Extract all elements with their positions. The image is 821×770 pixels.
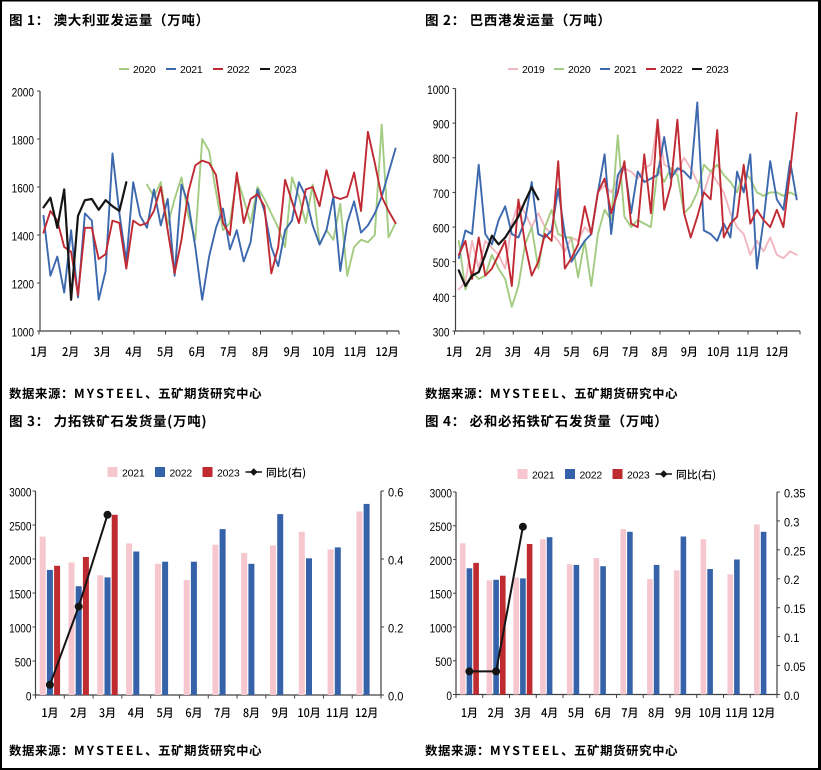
svg-text:2023: 2023 — [706, 64, 729, 76]
svg-text:0: 0 — [446, 689, 452, 703]
svg-text:2000: 2000 — [12, 85, 35, 99]
svg-text:1500: 1500 — [9, 587, 32, 601]
svg-text:2022: 2022 — [580, 470, 603, 482]
svg-text:2022: 2022 — [660, 64, 683, 76]
svg-text:800: 800 — [433, 152, 450, 166]
svg-text:0: 0 — [26, 689, 32, 703]
svg-text:400: 400 — [433, 291, 450, 305]
svg-text:500: 500 — [435, 655, 452, 669]
svg-text:0.0: 0.0 — [784, 689, 800, 703]
svg-text:900: 900 — [433, 118, 450, 132]
svg-text:2022: 2022 — [227, 64, 250, 76]
svg-text:0.05: 0.05 — [784, 660, 806, 674]
svg-text:2500: 2500 — [9, 519, 32, 533]
svg-text:600: 600 — [433, 221, 450, 235]
svg-text:1200: 1200 — [12, 277, 35, 291]
svg-text:2019: 2019 — [522, 64, 545, 76]
svg-text:3000: 3000 — [9, 485, 32, 499]
svg-text:500: 500 — [433, 256, 450, 270]
svg-text:2021: 2021 — [614, 64, 637, 76]
svg-text:1000: 1000 — [12, 325, 35, 339]
svg-text:0.6: 0.6 — [388, 485, 404, 499]
svg-text:2023: 2023 — [627, 470, 650, 482]
svg-text:500: 500 — [15, 655, 32, 669]
svg-text:2021: 2021 — [532, 470, 555, 482]
svg-text:1000: 1000 — [430, 621, 453, 635]
svg-text:1500: 1500 — [430, 588, 453, 602]
svg-text:0.2: 0.2 — [388, 621, 404, 635]
svg-text:0.15: 0.15 — [784, 602, 806, 616]
svg-text:0.0: 0.0 — [388, 689, 404, 703]
svg-text:3000: 3000 — [430, 486, 453, 500]
svg-text:2000: 2000 — [9, 553, 32, 567]
svg-text:0.3: 0.3 — [784, 515, 800, 529]
svg-text:0.1: 0.1 — [784, 631, 800, 645]
svg-text:2022: 2022 — [170, 468, 193, 480]
svg-text:0.2: 0.2 — [784, 573, 800, 587]
svg-text:2020: 2020 — [568, 64, 591, 76]
svg-text:2023: 2023 — [274, 64, 297, 76]
svg-text:2021: 2021 — [122, 468, 145, 480]
svg-text:700: 700 — [433, 187, 450, 201]
svg-text:1600: 1600 — [12, 181, 35, 195]
svg-text:1000: 1000 — [427, 83, 450, 97]
svg-text:0.35: 0.35 — [784, 486, 806, 500]
svg-text:2023: 2023 — [217, 468, 240, 480]
svg-text:1800: 1800 — [12, 133, 35, 147]
svg-text:2500: 2500 — [430, 520, 453, 534]
svg-text:1000: 1000 — [9, 621, 32, 635]
svg-text:2021: 2021 — [180, 64, 203, 76]
svg-text:2000: 2000 — [430, 554, 453, 568]
svg-text:0.4: 0.4 — [388, 553, 404, 567]
svg-text:300: 300 — [433, 325, 450, 339]
svg-text:2020: 2020 — [133, 64, 156, 76]
svg-text:1400: 1400 — [12, 229, 35, 243]
svg-text:0.25: 0.25 — [784, 544, 806, 558]
